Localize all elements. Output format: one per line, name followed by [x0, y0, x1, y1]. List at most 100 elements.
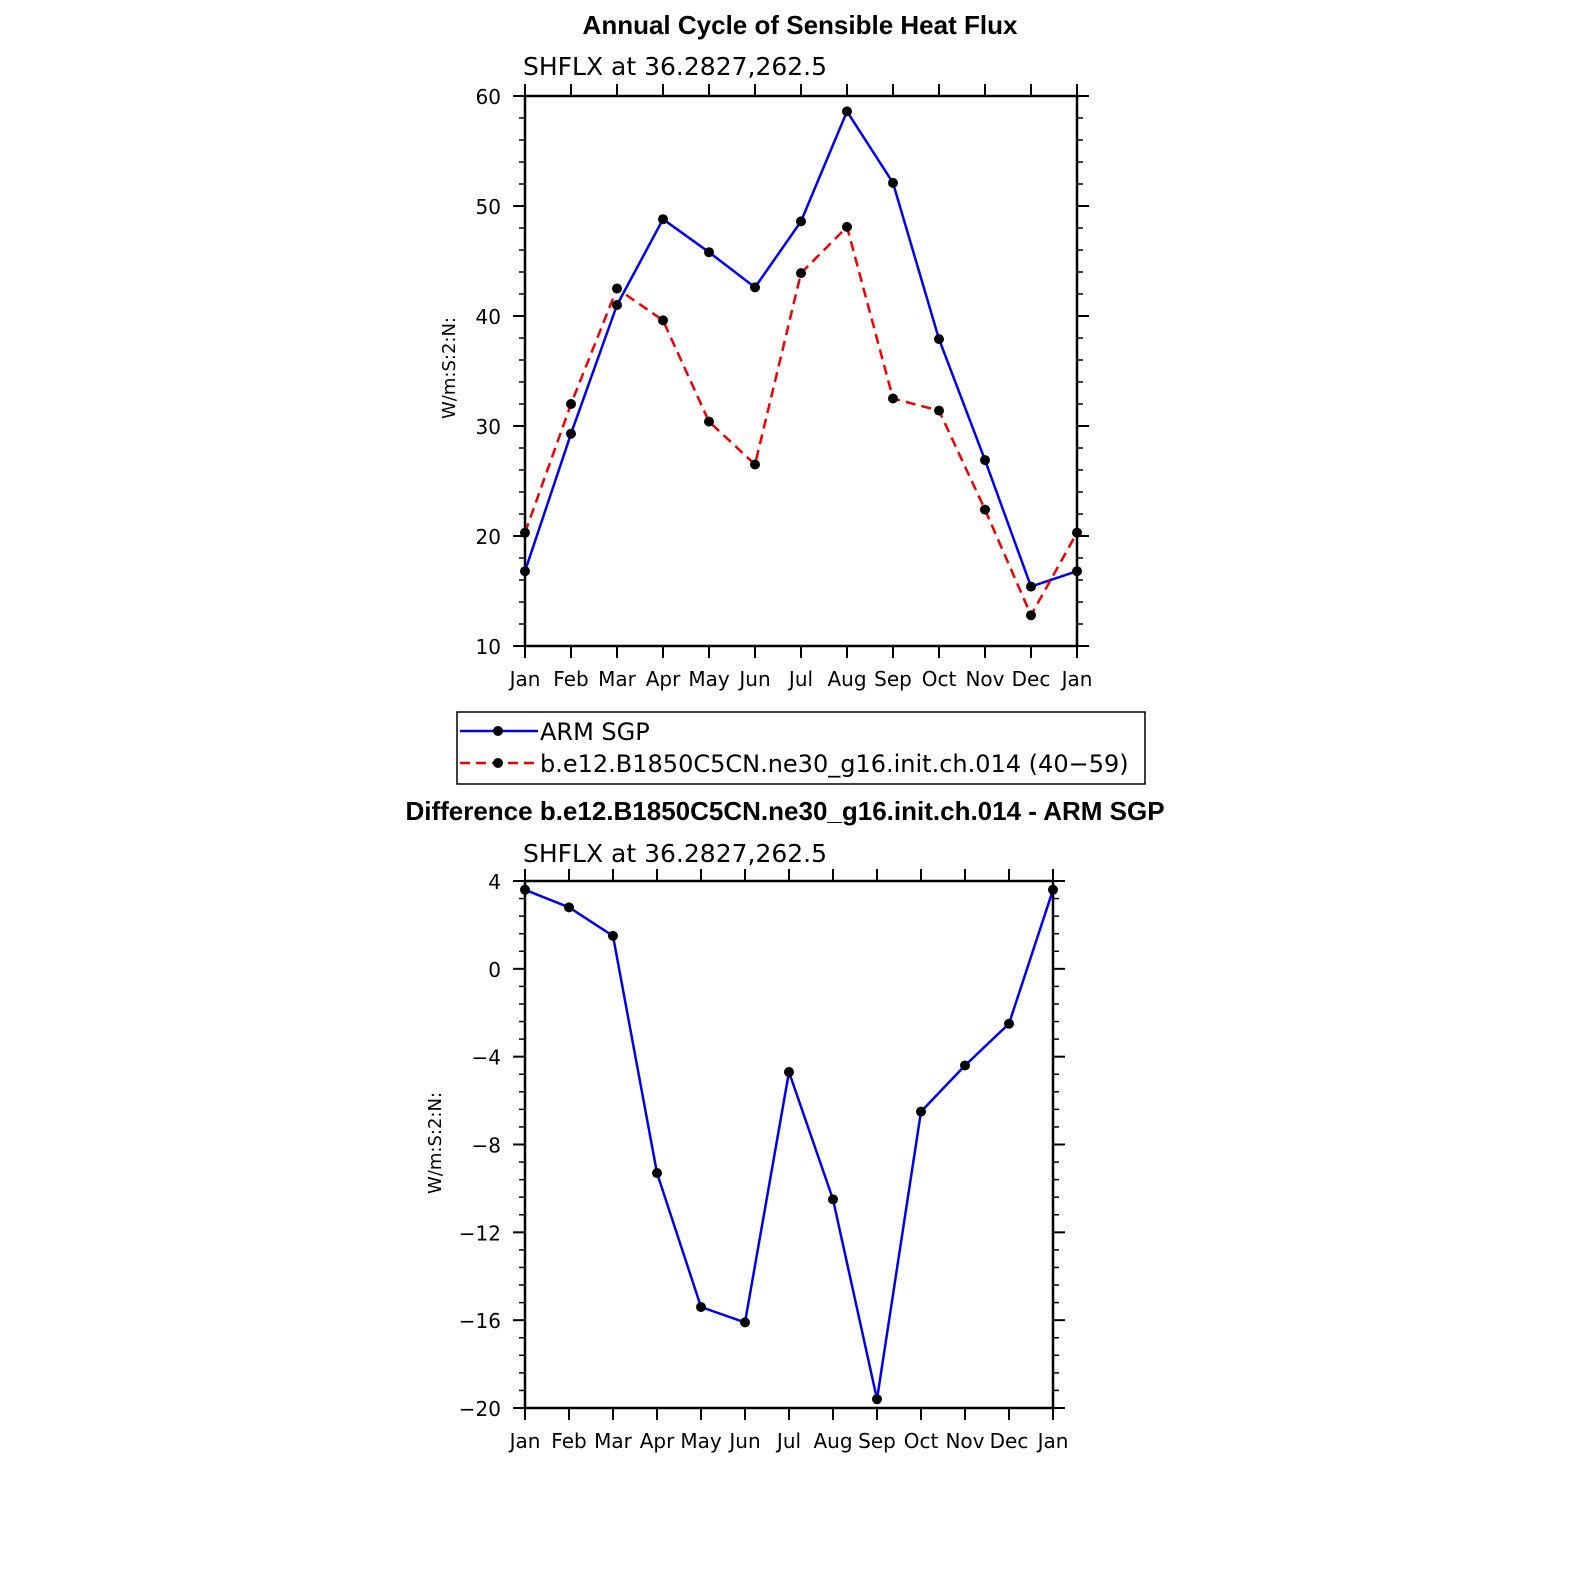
- x-tick-label: Nov: [945, 1429, 984, 1453]
- chart1-plot-frame: [523, 94, 1079, 648]
- data-point: [842, 106, 852, 117]
- data-point: [784, 1067, 794, 1078]
- data-point: [566, 428, 576, 439]
- data-point: [916, 1106, 926, 1117]
- data-point: [934, 405, 944, 416]
- data-point: [960, 1060, 970, 1071]
- x-tick-label: May: [680, 1429, 722, 1453]
- y-tick-label: 40: [476, 305, 501, 329]
- y-tick-label: 10: [476, 635, 501, 659]
- chart1-x-ticks: Jan Feb Mar Apr May Jun Jul Aug Sep Oct Nov Dec Jan: [508, 84, 1093, 691]
- x-tick-label: Aug: [813, 1429, 852, 1453]
- data-point: [612, 300, 622, 310]
- x-tick-label: Nov: [965, 667, 1004, 691]
- data-point: [566, 399, 576, 409]
- x-tick-label: Aug: [827, 667, 866, 691]
- legend-label-model: b.e12.B1850C5CN.ne30_g16.init.ch.014 (40…: [540, 750, 1129, 778]
- data-point: [1026, 610, 1036, 621]
- data-point: [520, 884, 530, 895]
- x-tick-label: Feb: [553, 667, 588, 691]
- chart1-subtitle: SHFLX at 36.2827,262.5: [523, 52, 827, 81]
- data-point: [520, 527, 530, 538]
- data-point: [1048, 884, 1058, 895]
- series-line-0: [523, 110, 1078, 588]
- x-tick-label: Jan: [508, 1429, 541, 1453]
- x-tick-label: Jun: [727, 1429, 760, 1453]
- y-tick-label: 50: [476, 195, 501, 219]
- data-point: [750, 459, 760, 470]
- chart1-y-ticks: 10 20 30 40 50 60: [476, 85, 1089, 659]
- legend-marker-obs: [493, 726, 503, 736]
- x-tick-label: Apr: [640, 1429, 675, 1453]
- chart1-title: Annual Cycle of Sensible Heat Flux: [583, 10, 1018, 40]
- data-point: [1072, 527, 1082, 538]
- data-point: [934, 334, 944, 345]
- x-tick-label: Jul: [787, 667, 813, 691]
- x-tick-label: Mar: [594, 1429, 633, 1453]
- data-point: [740, 1317, 750, 1328]
- data-point: [608, 930, 618, 941]
- data-point: [980, 455, 990, 466]
- x-tick-label: Jan: [508, 667, 541, 691]
- y-tick-label: −12: [459, 1221, 501, 1245]
- x-tick-label: May: [688, 667, 730, 691]
- y-tick-label: −4: [472, 1046, 501, 1070]
- data-point: [612, 283, 622, 294]
- x-tick-label: Feb: [551, 1429, 586, 1453]
- x-tick-label: Dec: [990, 1429, 1029, 1453]
- chart1-series: [520, 106, 1082, 621]
- data-point: [1004, 1018, 1014, 1029]
- x-tick-label: Jun: [737, 667, 770, 691]
- x-tick-label: Sep: [874, 667, 912, 691]
- x-tick-label: Jan: [1036, 1429, 1069, 1453]
- chart2-title: Difference b.e12.B1850C5CN.ne30_g16.init…: [405, 796, 1164, 826]
- legend-box: [456, 711, 1146, 785]
- legend-label-obs: ARM SGP: [540, 718, 650, 746]
- data-point: [980, 504, 990, 515]
- data-point: [658, 214, 668, 225]
- data-point: [888, 177, 898, 188]
- chart2-y-axis-label: W/m:S:2:N:: [425, 1092, 446, 1194]
- difference-chart: Difference b.e12.B1850C5CN.ne30_g16.init…: [405, 796, 1164, 1453]
- data-point: [872, 1394, 882, 1405]
- data-point: [658, 315, 668, 326]
- data-point: [796, 216, 806, 227]
- x-tick-label: Oct: [904, 1429, 939, 1453]
- data-point: [704, 247, 714, 258]
- y-tick-label: 4: [488, 870, 501, 894]
- data-point: [828, 1194, 838, 1205]
- chart2-x-ticks: Jan Feb Mar Apr May Jun Jul Aug Sep Oct Nov Dec Jan: [508, 869, 1069, 1453]
- legend: ARM SGP b.e12.B1850C5CN.ne30_g16.init.ch…: [456, 711, 1146, 785]
- y-tick-label: 60: [476, 85, 501, 109]
- series-line-1: [523, 225, 1079, 617]
- y-tick-label: 20: [476, 525, 501, 549]
- annual-cycle-chart: Annual Cycle of Sensible Heat Flux SHFLX…: [439, 10, 1092, 691]
- chart2-plot-frame: [523, 879, 1055, 1410]
- data-point: [888, 393, 898, 404]
- data-point: [564, 902, 574, 913]
- chart2-series: [520, 884, 1058, 1405]
- x-tick-label: Sep: [858, 1429, 896, 1453]
- data-point: [796, 268, 806, 279]
- chart2-subtitle: SHFLX at 36.2827,262.5: [523, 839, 827, 868]
- y-tick-label: −16: [459, 1309, 501, 1333]
- x-tick-label: Jan: [1060, 667, 1093, 691]
- y-tick-label: 0: [488, 958, 501, 982]
- x-tick-label: Mar: [598, 667, 637, 691]
- data-point: [750, 282, 760, 293]
- y-tick-label: −8: [472, 1134, 501, 1158]
- data-point: [1026, 581, 1036, 592]
- data-point: [520, 566, 530, 577]
- data-point: [842, 221, 852, 232]
- series-line-0: [524, 888, 1055, 1401]
- y-tick-label: −20: [459, 1397, 501, 1421]
- chart1-y-axis-label: W/m:S:2:N:: [439, 317, 460, 419]
- data-point: [1072, 566, 1082, 577]
- data-point: [704, 416, 714, 427]
- x-tick-label: Apr: [646, 667, 681, 691]
- data-point: [696, 1301, 706, 1312]
- x-tick-label: Dec: [1012, 667, 1051, 691]
- legend-marker-model: [493, 758, 503, 768]
- chart2-y-ticks: −20 −16 −12 −8 −4 0 4: [459, 870, 1065, 1421]
